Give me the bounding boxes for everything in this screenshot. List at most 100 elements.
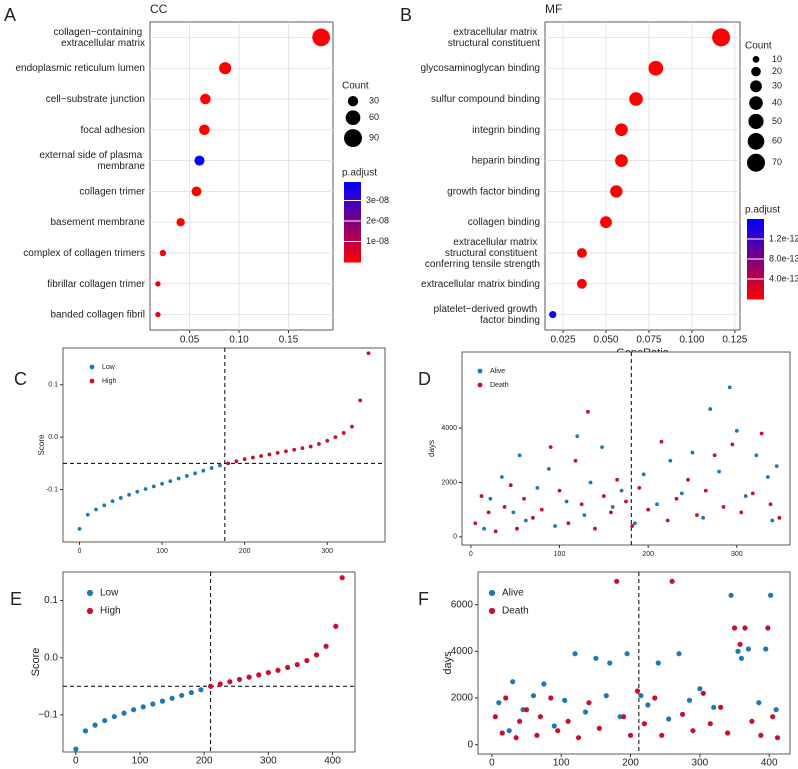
legend-label: Alive xyxy=(502,588,524,599)
point xyxy=(510,679,516,685)
point xyxy=(226,461,231,466)
point xyxy=(686,697,693,703)
x-tick-label: 100 xyxy=(156,548,168,555)
label-line: external side of plasma xyxy=(39,150,145,161)
y-tick-label: focal adhesion xyxy=(81,124,146,135)
colorbar-step xyxy=(747,237,764,240)
colorbar-step xyxy=(747,235,764,238)
colorbar-step xyxy=(344,182,361,185)
point xyxy=(742,625,748,631)
colorbar-step xyxy=(747,293,764,296)
colorbar-step xyxy=(344,204,361,207)
legend-marker xyxy=(477,382,483,388)
point xyxy=(655,660,661,666)
point xyxy=(646,507,651,512)
point xyxy=(242,457,247,462)
label-line: fibrillar collagen trimer xyxy=(47,278,145,289)
colorbar-step xyxy=(747,267,764,270)
point xyxy=(725,730,731,736)
point xyxy=(234,459,239,464)
point xyxy=(522,496,526,501)
point xyxy=(596,725,602,731)
label-line: structural constituent xyxy=(445,248,540,259)
colorbar-step xyxy=(344,218,361,221)
label-line: banded collagen fibril xyxy=(50,309,145,320)
label-line: extracellular matrix binding xyxy=(421,278,540,289)
y-tick-label: heparin binding xyxy=(472,155,540,166)
legend-marker xyxy=(89,378,95,384)
point xyxy=(479,494,484,498)
point xyxy=(140,704,146,710)
x-tick-label: 0.125 xyxy=(722,335,747,346)
legend-dot xyxy=(345,110,361,126)
point xyxy=(267,452,272,457)
y-tick-label: collagen trimer xyxy=(79,186,145,197)
x-tick-label: 0 xyxy=(73,756,79,767)
point xyxy=(770,518,775,523)
plot-frame xyxy=(477,571,791,755)
label-line: collagen binding xyxy=(468,217,540,228)
colorbar-step xyxy=(344,224,361,227)
point xyxy=(551,723,557,729)
point xyxy=(535,486,540,490)
legend-dot xyxy=(747,153,765,172)
label-line: integrin binding xyxy=(472,124,540,135)
label-line: collagen trimer xyxy=(79,186,145,197)
point xyxy=(632,521,637,526)
point xyxy=(317,442,321,446)
point xyxy=(727,385,732,390)
legend-marker xyxy=(488,607,496,615)
x-tick-label: 300 xyxy=(692,758,709,769)
colorbar-step xyxy=(344,232,361,235)
colorbar-step xyxy=(747,221,764,224)
point xyxy=(601,494,606,498)
point xyxy=(256,672,262,678)
point xyxy=(110,499,115,504)
point xyxy=(102,503,107,508)
legend-label: Death xyxy=(502,606,529,617)
point xyxy=(749,718,755,724)
dot xyxy=(312,28,330,47)
y-axis-label: Score xyxy=(37,434,46,455)
colorbar-step xyxy=(747,271,764,274)
point xyxy=(300,446,305,451)
point xyxy=(739,510,744,515)
colorbar-step xyxy=(344,230,361,233)
point xyxy=(530,693,537,699)
colorbar-step xyxy=(747,281,764,284)
point xyxy=(284,449,288,454)
point xyxy=(735,648,741,654)
point xyxy=(701,515,706,520)
dot xyxy=(199,124,210,136)
point xyxy=(82,728,89,734)
point xyxy=(506,728,512,734)
point xyxy=(358,398,363,403)
point xyxy=(537,714,544,720)
point xyxy=(92,722,98,728)
point xyxy=(564,499,569,504)
colorbar-step xyxy=(747,247,764,250)
dot xyxy=(191,186,202,197)
point xyxy=(493,529,498,534)
x-tick-label: 0.100 xyxy=(679,335,704,346)
y-tick-label: growth factor binding xyxy=(447,186,540,197)
point xyxy=(588,480,593,485)
colorbar-step xyxy=(747,269,764,272)
point xyxy=(768,502,773,507)
colorbar-step xyxy=(747,259,764,262)
x-tick-label: 0.025 xyxy=(551,335,576,346)
legend-dot xyxy=(747,133,765,150)
dot xyxy=(577,248,587,258)
point xyxy=(193,471,198,476)
legend-dot xyxy=(750,80,762,93)
point xyxy=(767,592,774,598)
y-tick-label: 2000 xyxy=(441,479,457,486)
dot xyxy=(155,281,161,287)
y-tick-label: platelet−derived growth factor binding xyxy=(434,304,540,326)
y-tick-label: basement membrane xyxy=(51,217,146,228)
point xyxy=(341,431,346,435)
dot xyxy=(615,123,628,137)
point xyxy=(717,469,721,474)
point xyxy=(750,491,755,496)
